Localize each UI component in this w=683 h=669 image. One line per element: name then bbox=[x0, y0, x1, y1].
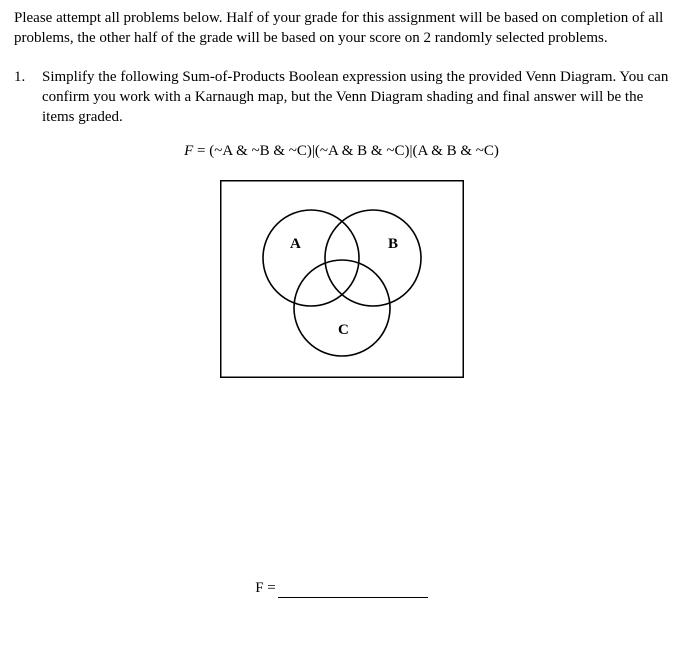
boolean-formula: F = (~A & ~B & ~C)|(~A & B & ~C)|(A & B … bbox=[14, 141, 669, 161]
formula-rhs: (~A & ~B & ~C)|(~A & B & ~C)|(A & B & ~C… bbox=[209, 143, 499, 159]
venn-circle-b bbox=[325, 210, 421, 306]
venn-diagram-container: A B C bbox=[14, 180, 669, 378]
answer-blank[interactable] bbox=[278, 583, 428, 598]
problem-number: 1. bbox=[14, 67, 42, 87]
venn-circle-c bbox=[294, 260, 390, 356]
problem-text: Simplify the following Sum-of-Products B… bbox=[42, 67, 669, 128]
venn-label-a: A bbox=[290, 236, 301, 252]
venn-circle-a bbox=[263, 210, 359, 306]
intro-text: Please attempt all problems below. Half … bbox=[14, 8, 669, 49]
venn-box bbox=[220, 180, 463, 377]
venn-label-b: B bbox=[388, 236, 398, 252]
formula-eq: = bbox=[197, 143, 205, 159]
formula-lhs: F bbox=[184, 143, 193, 159]
venn-diagram: A B C bbox=[220, 180, 464, 378]
problem-1: 1. Simplify the following Sum-of-Product… bbox=[14, 67, 669, 128]
answer-label: F = bbox=[255, 578, 276, 598]
answer-line: F = bbox=[14, 578, 669, 598]
venn-label-c: C bbox=[338, 322, 349, 338]
